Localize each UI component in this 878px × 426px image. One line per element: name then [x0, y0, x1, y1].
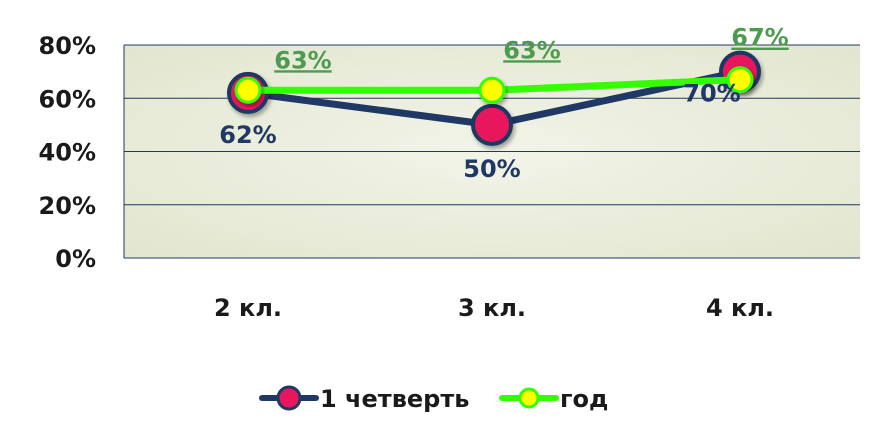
x-tick-label: 4 кл.: [706, 294, 774, 322]
series-2-marker: [726, 66, 754, 94]
series-2-marker: [478, 76, 506, 104]
y-tick-label: 0%: [55, 245, 96, 273]
legend-marker-2: [518, 387, 540, 409]
series-1-marker: [471, 103, 513, 146]
series-2-marker: [234, 76, 262, 104]
x-tick-label: 2 кл.: [214, 294, 282, 322]
legend-label-1: 1 четверть: [320, 385, 469, 413]
legend-marker-1: [276, 385, 302, 411]
data-label-series-2: 63%: [274, 46, 331, 74]
y-tick-label: 40%: [39, 139, 96, 167]
y-tick-label: 20%: [39, 192, 96, 220]
data-label-series-1: 70%: [683, 80, 740, 108]
data-label-series-2: 67%: [731, 24, 788, 52]
data-label-series-1: 50%: [463, 155, 520, 183]
x-tick-label: 3 кл.: [458, 294, 526, 322]
data-label-series-1: 62%: [219, 121, 276, 149]
y-tick-label: 80%: [39, 32, 96, 60]
data-label-series-2: 63%: [503, 36, 560, 64]
y-tick-label: 60%: [39, 85, 96, 113]
legend-label-2: год: [560, 385, 608, 413]
